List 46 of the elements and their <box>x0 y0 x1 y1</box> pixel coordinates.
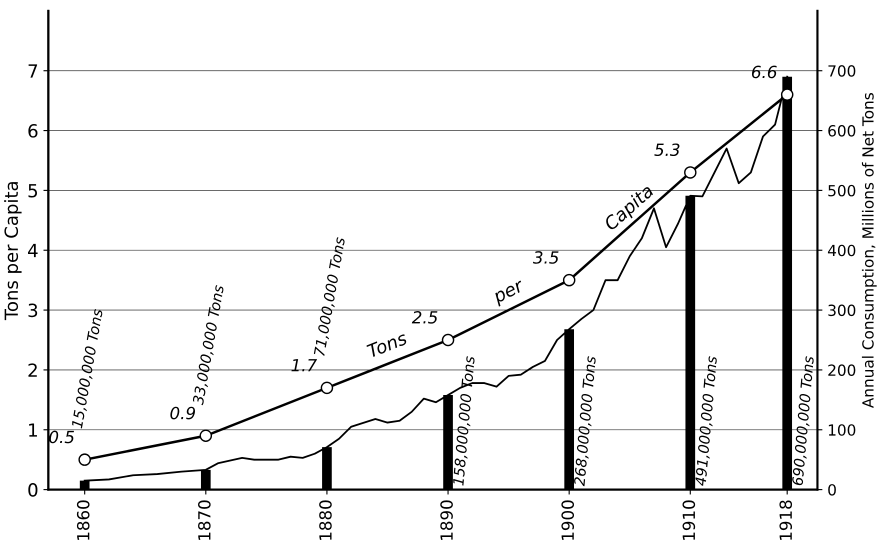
x-tick-label: 1880 <box>319 500 332 540</box>
y-tick-label: 6 <box>28 124 38 138</box>
data-label: 2.5 <box>412 311 438 324</box>
y-tick-label: 0 <box>28 483 38 497</box>
y-tick-label: 4 <box>28 244 38 258</box>
annotation: 33,000,000 Tons <box>192 284 226 406</box>
y-tick-label: 2 <box>28 363 37 377</box>
y-tick-label: 7 <box>28 64 38 78</box>
data-label: 1.7 <box>291 359 318 372</box>
y-tick-label: 3 <box>28 304 38 318</box>
annotation: 690,000,000 Tons <box>792 356 816 486</box>
annotation: 15,000,000 Tons <box>71 308 104 429</box>
point <box>320 382 334 394</box>
annotation: per <box>492 280 527 307</box>
annotation: 158,000,000 Tons <box>452 356 476 486</box>
y2-tick-label: 100 <box>828 424 856 436</box>
y-axis-title: Tons per Capita <box>4 182 22 320</box>
x-tick-label: 1900 <box>561 500 574 540</box>
x-tick-label: 1910 <box>682 500 696 540</box>
point <box>442 334 454 346</box>
y2-axis-title: Annual Consumption, Millions of Net Tons <box>862 93 877 408</box>
annotation: 71,000,000 Tons <box>314 236 347 356</box>
point <box>78 453 91 466</box>
data-label: 0.9 <box>170 406 196 420</box>
data-label: 3.5 <box>532 251 558 264</box>
x-tick-label: 1890 <box>440 500 453 540</box>
y2-tick-label: 300 <box>828 304 856 316</box>
x-tick-label: 1918 <box>779 500 792 540</box>
y-tick-label: 5 <box>28 184 38 198</box>
y-tick-label: 1 <box>29 423 37 437</box>
point <box>562 274 576 286</box>
point <box>780 88 794 101</box>
y2-tick-label: 700 <box>828 65 856 77</box>
y2-tick-label: 500 <box>828 184 856 196</box>
data-label: 5.3 <box>654 143 680 156</box>
y2-tick-label: 200 <box>828 364 856 376</box>
annotation: 491,000,000 Tons <box>694 356 719 486</box>
y2-tick-label: 600 <box>828 125 856 137</box>
annotation: Tons <box>366 331 408 358</box>
point <box>684 166 697 179</box>
point <box>200 429 212 442</box>
x-tick-label: 1870 <box>198 500 211 540</box>
y2-tick-label: 400 <box>828 244 856 256</box>
x-tick-label: 1860 <box>76 500 90 540</box>
y2-tick-label: 0 <box>828 484 836 496</box>
annotation: 268,000,000 Tons <box>574 356 598 486</box>
